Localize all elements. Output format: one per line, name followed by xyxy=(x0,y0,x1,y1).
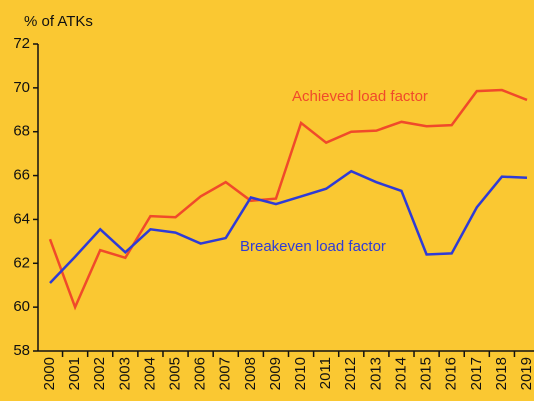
x-tick-label: 2018 xyxy=(493,357,510,390)
y-tick-label: 62 xyxy=(13,254,30,271)
y-tick-label: 72 xyxy=(13,35,30,52)
series-label: Achieved load factor xyxy=(292,88,428,105)
x-tick-label: 2009 xyxy=(267,357,284,390)
x-tick-label: 2013 xyxy=(367,357,384,390)
x-tick-label: 2011 xyxy=(317,357,334,389)
x-tick-label: 2005 xyxy=(166,357,183,390)
x-tick-label: 2019 xyxy=(518,357,534,390)
y-axis-label: % of ATKs xyxy=(24,13,93,30)
x-tick-label: 2016 xyxy=(443,357,460,390)
y-tick-label: 68 xyxy=(13,123,30,140)
x-tick-label: 2003 xyxy=(116,357,133,390)
x-tick-label: 2017 xyxy=(468,357,485,390)
y-tick-label: 70 xyxy=(13,79,30,96)
x-tick-label: 2008 xyxy=(242,357,259,390)
x-tick-label: 2010 xyxy=(292,357,309,390)
line xyxy=(49,169,528,284)
series-label: Breakeven load factor xyxy=(240,238,386,255)
x-tick-label: 2002 xyxy=(91,357,108,390)
y-tick-label: 66 xyxy=(13,167,30,184)
x-tick-label: 2004 xyxy=(141,357,158,390)
x-tick-label: 2001 xyxy=(66,357,83,390)
line xyxy=(48,88,528,311)
x-tick-label: 2012 xyxy=(342,357,359,390)
y-tick-label: 60 xyxy=(13,298,30,315)
x-tick-label: 2000 xyxy=(41,357,58,390)
x-tick-label: 2006 xyxy=(192,357,209,390)
x-tick-label: 2007 xyxy=(217,357,234,390)
y-tick-label: 64 xyxy=(13,210,30,227)
x-tick-label: 2015 xyxy=(418,357,435,390)
x-tick-label: 2014 xyxy=(392,357,409,390)
y-tick-label: 58 xyxy=(13,342,30,359)
